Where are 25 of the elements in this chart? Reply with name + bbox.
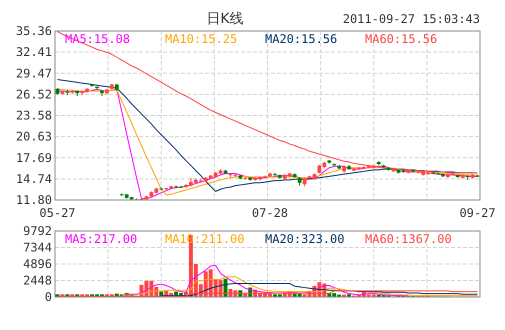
y-tick-label: 0: [44, 290, 52, 304]
y-tick-label: 9792: [23, 224, 52, 238]
y-tick-label: 11.80: [16, 193, 52, 207]
y-tick-label: 14.74: [16, 172, 52, 186]
x-tick-label: 07-28: [252, 206, 288, 220]
y-tick-label: 17.69: [16, 150, 52, 165]
y-tick-label: 23.58: [16, 108, 52, 122]
y-tick-label: 32.41: [16, 45, 52, 60]
x-tick-label: 09-27: [459, 206, 496, 220]
text: MA10:15.25: [165, 32, 238, 46]
text: MA5:217.00: [65, 232, 138, 246]
y-tick-label: 26.52: [16, 87, 52, 102]
chart-subtitle: 2011-09-27 15:03:43: [342, 12, 480, 26]
text: MA60:1367.00: [365, 232, 452, 246]
y-tick-label: 29.47: [16, 66, 52, 80]
y-tick-label: 7344: [23, 240, 52, 254]
chart-title: 日K线: [206, 11, 244, 27]
x-tick-label: 05-27: [39, 206, 76, 220]
y-tick-label: 20.63: [16, 130, 52, 144]
text: MA60:15.56: [365, 32, 438, 46]
y-tick-label: 35.36: [16, 24, 52, 38]
text: MA20:323.00: [265, 232, 344, 246]
text: MA20:15.56: [265, 32, 338, 46]
y-tick-label: 4896: [23, 257, 52, 271]
y-tick-label: 2448: [23, 274, 52, 288]
